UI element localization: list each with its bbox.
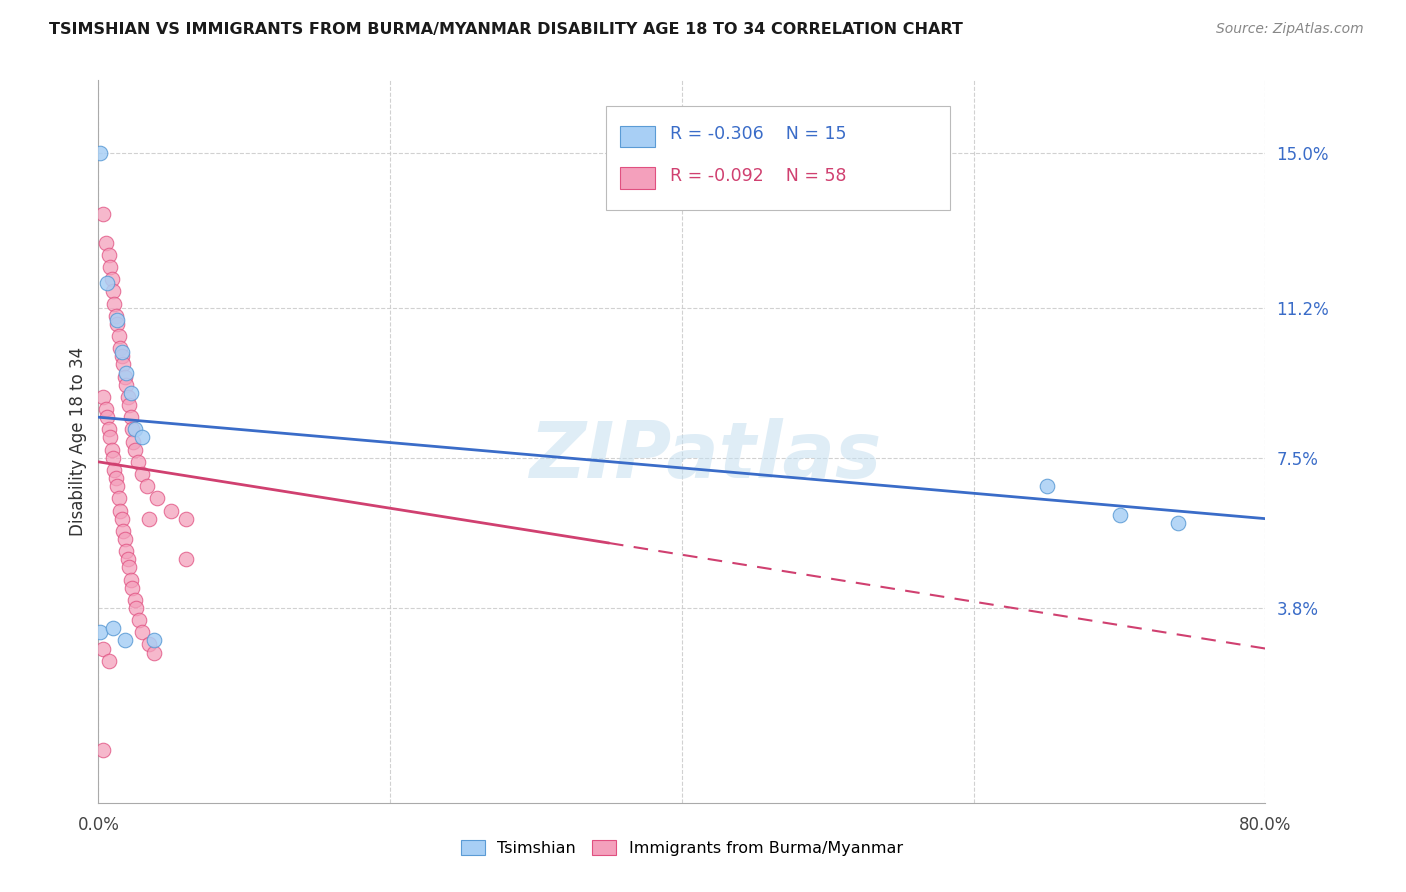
Point	[121, 581, 143, 595]
Point	[120, 385, 142, 400]
Point	[125, 601, 148, 615]
Text: Source: ZipAtlas.com: Source: ZipAtlas.com	[1216, 22, 1364, 37]
Point	[103, 463, 125, 477]
Point	[135, 479, 157, 493]
Point	[112, 358, 135, 372]
Point	[96, 410, 118, 425]
Point	[108, 329, 131, 343]
Point	[131, 625, 153, 640]
Point	[120, 410, 142, 425]
Point	[146, 491, 169, 506]
Point	[117, 552, 139, 566]
Point	[108, 491, 131, 506]
Point	[104, 309, 127, 323]
Text: TSIMSHIAN VS IMMIGRANTS FROM BURMA/MYANMAR DISABILITY AGE 18 TO 34 CORRELATION C: TSIMSHIAN VS IMMIGRANTS FROM BURMA/MYANM…	[49, 22, 963, 37]
Point	[1167, 516, 1189, 530]
Text: R = -0.092    N = 58: R = -0.092 N = 58	[671, 167, 846, 185]
Point	[111, 345, 134, 359]
Legend: Tsimshian, Immigrants from Burma/Myanmar: Tsimshian, Immigrants from Burma/Myanmar	[461, 840, 903, 856]
Point	[117, 390, 139, 404]
Point	[91, 207, 114, 221]
Point	[142, 646, 165, 660]
Point	[115, 544, 138, 558]
Point	[138, 638, 160, 652]
Point	[101, 285, 124, 299]
Point	[110, 503, 132, 517]
Point	[111, 349, 134, 363]
Point	[114, 532, 136, 546]
Point	[112, 524, 135, 538]
Point	[105, 479, 128, 493]
Point	[127, 455, 149, 469]
Bar	[620, 167, 655, 189]
Point	[98, 260, 121, 274]
Text: ZIPatlas: ZIPatlas	[529, 418, 882, 494]
Point	[114, 633, 136, 648]
Point	[105, 317, 128, 331]
Point	[104, 471, 127, 485]
Point	[96, 277, 118, 291]
Point	[122, 434, 145, 449]
Point	[103, 296, 125, 310]
Point	[142, 633, 165, 648]
Point	[115, 366, 138, 380]
Point	[105, 312, 128, 326]
Point	[100, 442, 122, 457]
Point	[114, 369, 136, 384]
Point	[97, 654, 120, 668]
Point	[124, 442, 146, 457]
Point	[131, 467, 153, 481]
Point	[120, 573, 142, 587]
Point	[94, 235, 117, 250]
Point	[97, 422, 120, 436]
Point	[138, 511, 160, 525]
Point	[160, 503, 183, 517]
Point	[98, 430, 121, 444]
Point	[101, 450, 124, 465]
Point	[128, 613, 150, 627]
FancyBboxPatch shape	[606, 105, 950, 211]
Point	[1035, 479, 1057, 493]
Point	[118, 560, 141, 574]
Point	[118, 398, 141, 412]
Text: R = -0.306    N = 15: R = -0.306 N = 15	[671, 126, 846, 144]
Point	[100, 272, 122, 286]
Point	[124, 422, 146, 436]
Point	[124, 592, 146, 607]
Point	[174, 552, 197, 566]
Point	[115, 377, 138, 392]
Point	[174, 511, 197, 525]
Point	[89, 625, 111, 640]
Point	[121, 422, 143, 436]
Y-axis label: Disability Age 18 to 34: Disability Age 18 to 34	[69, 347, 87, 536]
Point	[101, 621, 124, 635]
Point	[91, 641, 114, 656]
Point	[131, 430, 153, 444]
Point	[1108, 508, 1130, 522]
Point	[91, 743, 114, 757]
Point	[111, 511, 134, 525]
Point	[94, 402, 117, 417]
Point	[89, 146, 111, 161]
Point	[97, 248, 120, 262]
Bar	[620, 126, 655, 147]
Point	[110, 341, 132, 355]
Point	[91, 390, 114, 404]
